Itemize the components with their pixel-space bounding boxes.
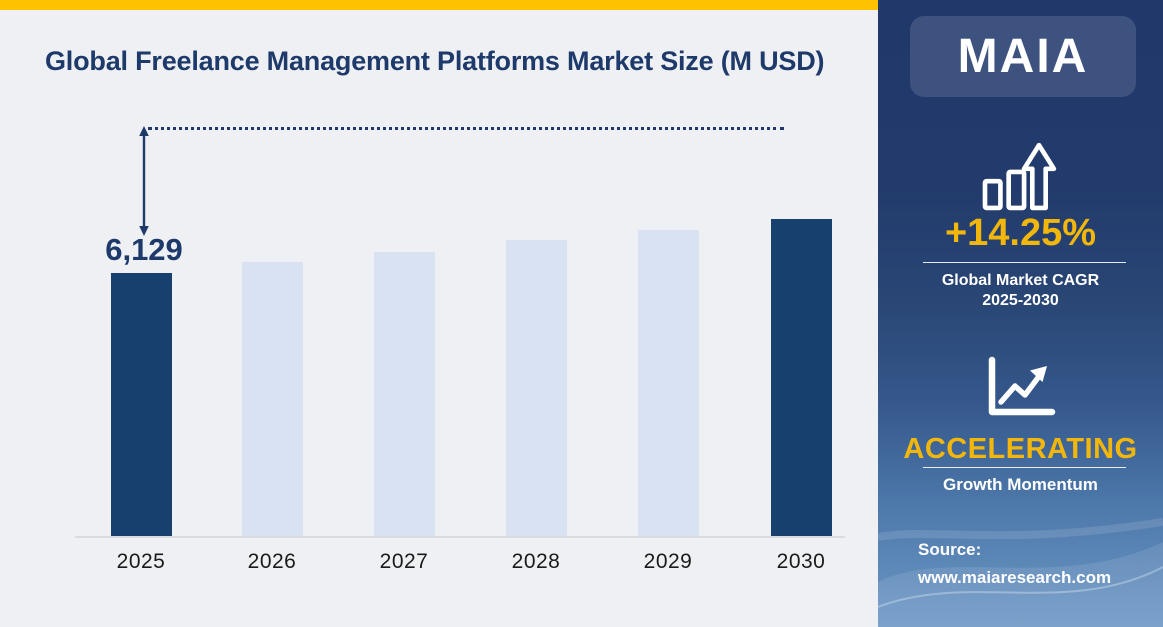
cagr-caption: Global Market CAGR 2025-2030 [878, 271, 1163, 311]
momentum-value: ACCELERATING [903, 433, 1138, 465]
bar-2026 [241, 262, 303, 536]
source-label: Source: [918, 540, 982, 559]
x-tick-2030: 2030 [776, 550, 826, 573]
cagr-caption-line1: Global Market CAGR [941, 272, 1100, 289]
x-tick-2026: 2026 [247, 550, 297, 573]
line-chart-up-icon [878, 350, 1163, 422]
bar-2029 [637, 230, 699, 536]
x-axis-line [75, 536, 845, 538]
bar-2025 [110, 273, 172, 536]
chart-panel: Global Freelance Management Platforms Ma… [0, 0, 878, 573]
double-arrow-icon [139, 126, 149, 236]
divider [923, 467, 1126, 468]
bar-growth-arrow-icon [878, 140, 1163, 212]
bar-2030 [770, 219, 832, 536]
data-label-2025: 6,129 [105, 232, 183, 267]
cagr-caption-line2: 2025-2030 [982, 292, 1059, 309]
source-url[interactable]: www.maiaresearch.com [918, 568, 1112, 587]
x-tick-2027: 2027 [379, 550, 429, 573]
logo: MAIA [910, 16, 1136, 97]
top-accent-bar [0, 0, 878, 10]
bar-2027 [373, 252, 435, 536]
chart-title: Global Freelance Management Platforms Ma… [45, 46, 825, 76]
sidebar: MAIA +14.25% Global Market CAGR 2025-203… [878, 0, 1163, 627]
divider [923, 262, 1126, 263]
x-tick-2028: 2028 [511, 550, 561, 573]
x-tick-2029: 2029 [643, 550, 693, 573]
bar-2028 [505, 240, 567, 536]
logo-text: MAIA [957, 30, 1089, 83]
x-tick-2025: 2025 [116, 550, 166, 573]
cagr-value: +14.25% [944, 212, 1097, 254]
source-block: Source: www.maiaresearch.com [918, 540, 1111, 588]
momentum-caption: Growth Momentum [943, 475, 1098, 494]
reference-dotted-line [148, 127, 784, 130]
